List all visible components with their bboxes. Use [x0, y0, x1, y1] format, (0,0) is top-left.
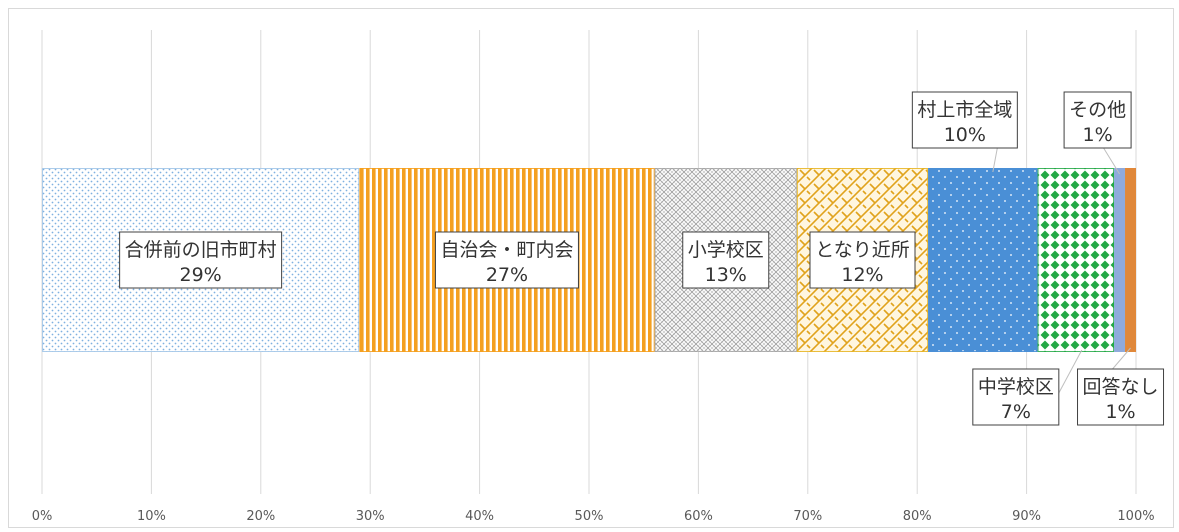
- leader-line: [992, 147, 998, 173]
- bar-segment-edge: [654, 168, 797, 352]
- data-label-value: 7%: [1001, 401, 1031, 423]
- data-label-category: 小学校区: [688, 239, 764, 261]
- data-label-value: 1%: [1083, 124, 1113, 146]
- x-tick-label: 10%: [137, 509, 166, 524]
- bar-segment-edge: [1037, 168, 1115, 352]
- bar-segment-edge: [928, 168, 1038, 352]
- leader-line: [1112, 347, 1131, 370]
- data-label: 回答なし 1%: [1077, 347, 1165, 426]
- data-label-box: [809, 231, 916, 289]
- x-tick-label: 50%: [575, 509, 604, 524]
- bar-segment: [1114, 168, 1126, 352]
- x-tick-label: 100%: [1117, 509, 1154, 524]
- data-label-category: 中学校区: [978, 376, 1054, 398]
- chart-frame: [8, 8, 1174, 528]
- data-label: 小学校区 13%: [682, 231, 770, 289]
- data-label-box: [119, 231, 283, 289]
- bar-segment-edge: [1114, 168, 1126, 352]
- bar-segment: [1037, 168, 1115, 352]
- data-label-category: 村上市全域: [917, 99, 1012, 121]
- data-label-value: 10%: [944, 124, 986, 146]
- data-label-category: 自治会・町内会: [440, 239, 573, 261]
- bar-segment: [1125, 168, 1136, 352]
- x-tick-label: 80%: [903, 509, 932, 524]
- data-label-box: [972, 368, 1060, 426]
- data-label: 中学校区 7%: [972, 349, 1083, 426]
- leader-line: [1058, 349, 1083, 394]
- bar-segment: [928, 168, 1038, 352]
- data-label: 村上市全域 10%: [911, 91, 1018, 173]
- data-label: 合併前の旧市町村 29%: [119, 231, 283, 289]
- bar-segment-edge: [42, 168, 360, 352]
- data-label-box: [682, 231, 770, 289]
- x-tick-label: 20%: [246, 509, 275, 524]
- bar-segment-edge: [1125, 168, 1137, 352]
- data-label-category: となり近所: [815, 239, 909, 261]
- data-label-box: [1063, 91, 1132, 149]
- leader-line: [1103, 147, 1121, 175]
- x-tick-label: 90%: [1012, 509, 1041, 524]
- bar-segment-edge: [359, 168, 655, 352]
- segment-labels: 合併前の旧市町村 29% 自治会・町内会 27% 小学校区 13% となり近所 12% 村上市全…: [119, 91, 1165, 426]
- data-label-value: 29%: [180, 264, 222, 286]
- data-label: となり近所 12%: [809, 231, 916, 289]
- data-label: その他 1%: [1063, 91, 1132, 175]
- data-label-value: 1%: [1105, 401, 1135, 423]
- data-label-value: 13%: [705, 264, 747, 286]
- data-label: 自治会・町内会 27%: [434, 231, 579, 289]
- x-tick-label: 40%: [465, 509, 494, 524]
- data-label-box: [1077, 368, 1165, 426]
- data-label-value: 12%: [841, 264, 883, 286]
- data-label-box: [434, 231, 579, 289]
- x-tick-label: 60%: [684, 509, 713, 524]
- data-label-category: 回答なし: [1083, 376, 1159, 398]
- data-label-box: [911, 91, 1018, 149]
- data-label-category: 合併前の旧市町村: [125, 239, 277, 261]
- x-axis-tick-labels: 0% 10% 20% 30% 40% 50% 60% 70% 80% 90% 100%: [32, 509, 1155, 524]
- data-label-category: その他: [1069, 99, 1126, 121]
- bar-segment-edge: [796, 168, 929, 352]
- x-tick-label: 70%: [793, 509, 822, 524]
- data-label-value: 27%: [486, 264, 528, 286]
- x-tick-label: 0%: [32, 509, 53, 524]
- x-tick-label: 30%: [356, 509, 385, 524]
